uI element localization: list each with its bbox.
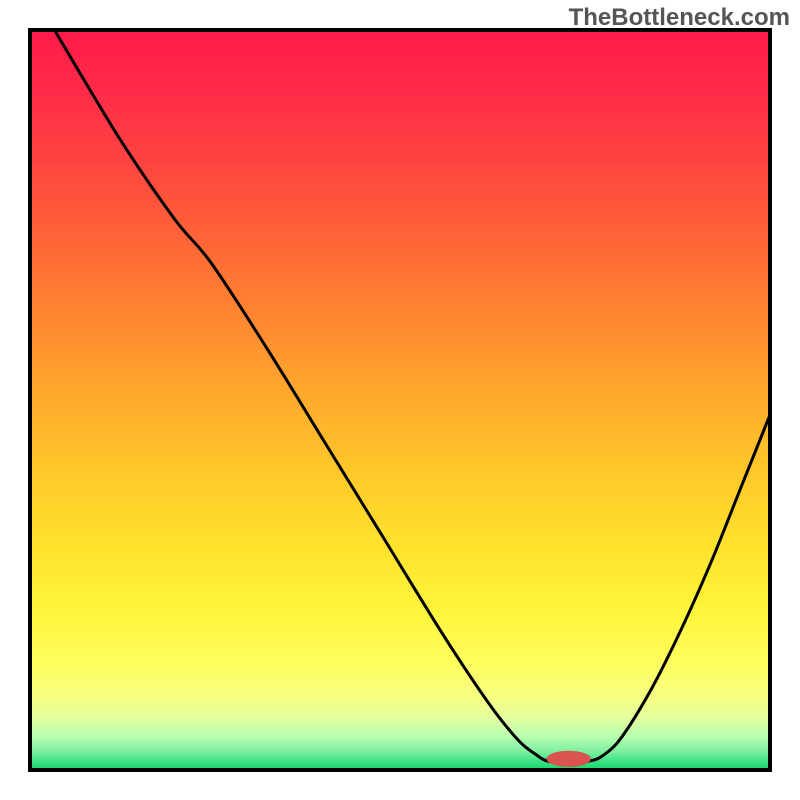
optimal-marker [547,751,591,767]
bottleneck-chart: TheBottleneck.com [0,0,800,800]
watermark-text: TheBottleneck.com [569,4,790,32]
plot-background [30,30,770,770]
chart-svg [0,0,800,800]
